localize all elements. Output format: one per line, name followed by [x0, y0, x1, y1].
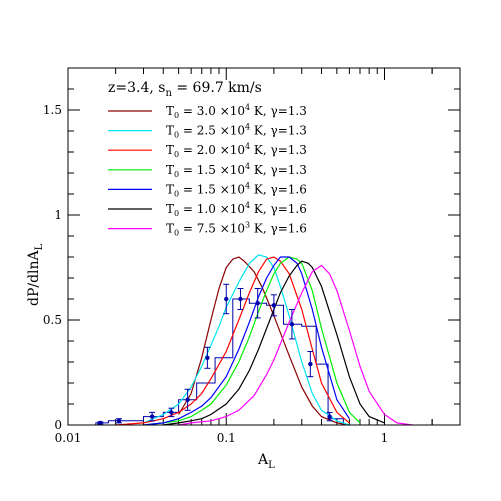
y-tick-label: 1.5	[43, 103, 62, 117]
data-point	[98, 420, 103, 426]
legend-label: T0 = 1.5 ×104 K, γ=1.3	[166, 162, 307, 179]
data-point	[116, 418, 122, 423]
legend-label: T0 = 7.5 ×103 K, γ=1.6	[166, 221, 307, 238]
legend-label: T0 = 2.0 ×104 K, γ=1.3	[166, 142, 307, 159]
data-point	[224, 296, 229, 302]
series-line-1	[178, 256, 350, 426]
data-point	[255, 301, 260, 306]
legend-label: T0 = 1.5 ×104 K, γ=1.6	[166, 181, 307, 198]
data-point	[205, 355, 210, 360]
data-point	[185, 397, 190, 402]
data-points	[97, 283, 333, 426]
plot-frame	[67, 67, 461, 426]
axis-ticks	[67, 67, 461, 426]
model-curves	[115, 254, 413, 426]
data-point	[169, 410, 174, 415]
series-line-6	[163, 260, 385, 426]
x-axis-label: AL	[257, 452, 275, 471]
legend-label: T0 = 3.0 ×104 K, γ=1.3	[166, 103, 307, 120]
legend-label: T0 = 1.0 ×104 K, γ=1.6	[166, 201, 307, 218]
data-point	[149, 414, 155, 419]
series-line-2	[143, 254, 350, 426]
y-axis-label: dP/dlnAL	[26, 243, 45, 306]
data-point	[308, 361, 313, 367]
y-tick-label: 0.5	[43, 313, 62, 327]
series-line-3	[115, 256, 350, 426]
series-line-5	[143, 256, 350, 426]
series-line-4	[143, 256, 361, 426]
x-tick-label: 0.1	[217, 431, 236, 445]
x-tick-label: 0.01	[55, 431, 82, 445]
x-tick-label: 1	[381, 431, 389, 445]
data-point	[271, 303, 277, 308]
legend-label: T0 = 2.5 ×104 K, γ=1.3	[166, 123, 307, 140]
y-tick-label: 0	[54, 418, 62, 432]
data-point	[238, 296, 243, 302]
data-point	[289, 322, 295, 327]
data-point	[327, 414, 332, 419]
y-tick-label: 1	[54, 208, 62, 222]
annotation: z=3.4, sn = 69.7 km/s	[108, 80, 262, 99]
legend: T0 = 3.0 ×104 K, γ=1.3 T0 = 2.5 ×104 K, γ…	[108, 103, 307, 238]
tick-labels: 0.01 0.1 1 0 0.5 1 1.5	[43, 103, 388, 445]
series-line-7	[178, 264, 413, 426]
